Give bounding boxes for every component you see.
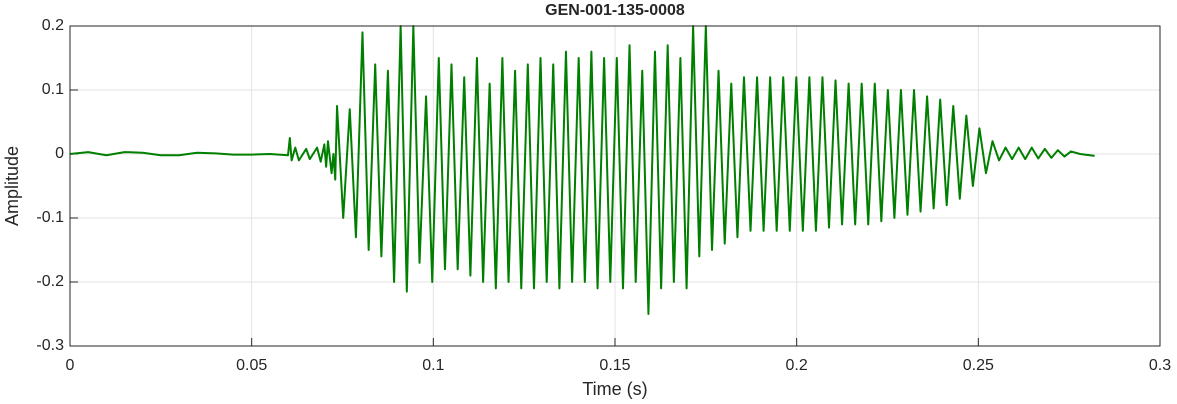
x-tick-label: 0.3 bbox=[1149, 357, 1171, 374]
plot-frame bbox=[69, 25, 1161, 347]
y-tick-label: 0.2 bbox=[42, 17, 64, 34]
x-tick-label: 0.05 bbox=[236, 357, 267, 374]
y-tick-label: -0.3 bbox=[36, 337, 64, 354]
y-tick-label: 0.1 bbox=[42, 81, 64, 98]
x-tick-label: 0.15 bbox=[599, 357, 630, 374]
x-tick-label: 0 bbox=[66, 357, 75, 374]
x-tick-label: 0.25 bbox=[963, 357, 994, 374]
x-axis-label: Time (s) bbox=[582, 379, 647, 399]
chart-title: GEN-001-135-0008 bbox=[545, 2, 685, 19]
y-tick-label: 0 bbox=[55, 145, 64, 162]
x-tick-label: 0.2 bbox=[786, 357, 808, 374]
y-tick-label: -0.2 bbox=[36, 273, 64, 290]
x-tick-label: 0.1 bbox=[422, 357, 444, 374]
waveform-line bbox=[69, 25, 1095, 315]
y-tick-label: -0.1 bbox=[36, 209, 64, 226]
y-axis-label: Amplitude bbox=[2, 146, 22, 226]
